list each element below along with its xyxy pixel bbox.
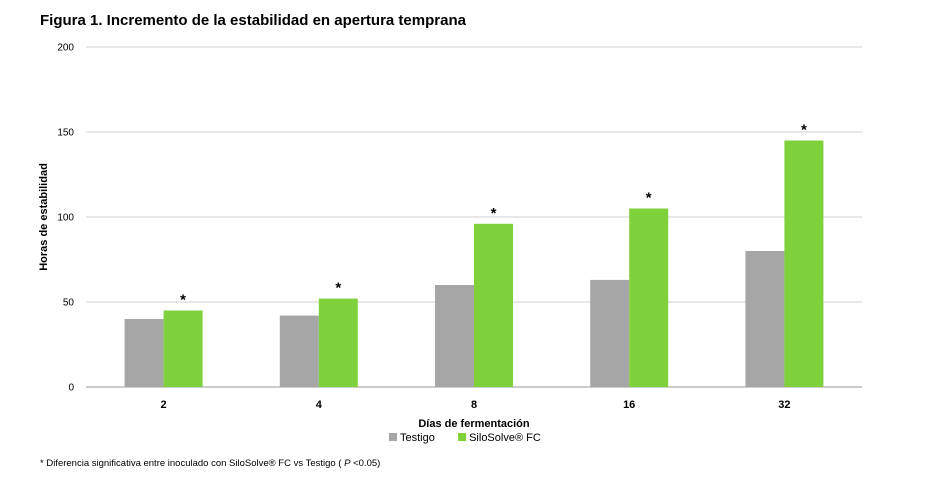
x-tick-label: 8 bbox=[471, 399, 477, 411]
footnote-p: P bbox=[344, 458, 351, 469]
bar-testigo bbox=[745, 251, 785, 387]
y-tick-label: 150 bbox=[57, 128, 74, 139]
bar-testigo bbox=[279, 315, 319, 387]
significance-star: * bbox=[335, 280, 341, 297]
x-tick-label: 2 bbox=[161, 399, 167, 411]
y-tick-label: 100 bbox=[57, 213, 74, 224]
significance-star: * bbox=[801, 122, 807, 139]
footnote-suffix: <0.05) bbox=[350, 458, 381, 469]
x-tick-label: 16 bbox=[623, 399, 635, 411]
bar-testigo bbox=[124, 319, 164, 387]
bar-silosolve bbox=[784, 140, 824, 387]
legend-swatch bbox=[458, 433, 467, 441]
bar-testigo bbox=[590, 279, 630, 387]
y-axis-title: Horas de estabilidad bbox=[38, 163, 50, 271]
bar-silosolve bbox=[474, 223, 513, 387]
bar-silosolve bbox=[318, 298, 358, 387]
footnote-prefix: * Diferencia significativa entre inocula… bbox=[40, 458, 345, 469]
legend-swatch bbox=[389, 433, 397, 441]
y-tick-label: 200 bbox=[57, 43, 74, 54]
significance-star: * bbox=[646, 190, 652, 207]
significance-star: * bbox=[491, 205, 497, 222]
y-tick-label: 50 bbox=[63, 298, 75, 309]
x-axis-title: Días de fermentación bbox=[418, 418, 530, 430]
y-tick-label: 0 bbox=[68, 383, 74, 394]
bar-testigo bbox=[435, 285, 474, 387]
significance-star: * bbox=[180, 292, 186, 309]
chart-title: Figura 1. Incremento de la estabilidad e… bbox=[40, 12, 466, 29]
footnote: * Diferencia significativa entre inocula… bbox=[40, 458, 380, 469]
bar-silosolve bbox=[163, 310, 203, 387]
bar-silosolve bbox=[629, 208, 669, 387]
legend-label: SiloSolve® FC bbox=[469, 432, 541, 444]
x-tick-label: 4 bbox=[316, 399, 323, 411]
x-tick-label: 32 bbox=[778, 399, 790, 411]
legend-label: Testigo bbox=[400, 432, 435, 444]
